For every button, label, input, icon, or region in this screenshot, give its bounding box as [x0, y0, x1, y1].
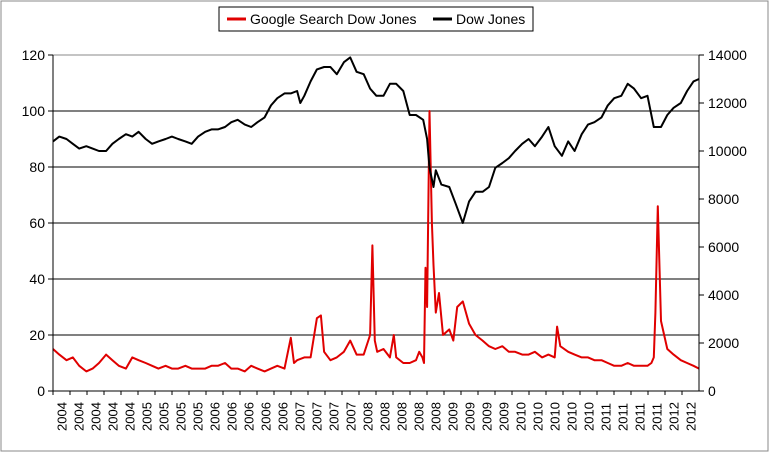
series-layer [52, 56, 700, 373]
left-tick-label: 20 [29, 327, 45, 343]
x-tick-label: 2011 [633, 403, 648, 431]
x-tick-label: 2004 [106, 402, 121, 431]
x-tick-label: 2006 [276, 402, 291, 431]
gridlines [53, 110, 699, 336]
x-tick-label: 2004 [89, 402, 104, 431]
left-tick-label: 100 [22, 103, 46, 119]
x-tick-label: 2010 [531, 402, 546, 431]
legend: Google Search Dow Jones Dow Jones [218, 6, 534, 32]
legend-box [218, 6, 534, 32]
x-tick-label: 2010 [582, 402, 597, 431]
series-line-google-search [52, 110, 700, 373]
legend-label-dow-jones: Dow Jones [456, 11, 525, 27]
legend-label-google-search: Google Search Dow Jones [250, 11, 417, 27]
x-tick-label: 2006 [242, 402, 257, 431]
right-tick-label: 2000 [708, 335, 739, 351]
axes: 0 20 40 60 80 100 120 0 2000 4000 6000 8000 10000 120… [22, 47, 748, 431]
x-tick-label: 2006 [225, 402, 240, 431]
x-tick-label: 2004 [72, 402, 87, 431]
x-tick-label: 2011 [650, 403, 665, 431]
left-tick-label: 40 [29, 271, 45, 287]
x-tick-label: 2005 [191, 402, 206, 431]
right-tick-label: 6000 [708, 239, 739, 255]
left-tick-label: 120 [22, 47, 46, 63]
x-tick-label: 2007 [327, 402, 342, 431]
right-tick-label: 14000 [708, 47, 747, 63]
x-tick-label: 2009 [446, 402, 461, 431]
right-tick-label: 10000 [708, 143, 747, 159]
x-tick-label: 2009 [463, 402, 478, 431]
x-tick-label: 2012 [667, 402, 682, 431]
x-tick-label: 2008 [378, 402, 393, 431]
x-tick-label: 2008 [412, 402, 427, 431]
x-tick-label: 2004 [55, 402, 70, 431]
x-tick-label: 2011 [599, 403, 614, 431]
right-tick-label: 8000 [708, 191, 739, 207]
x-tick-label: 2006 [259, 402, 274, 431]
x-tick-label: 2006 [208, 402, 223, 431]
x-tick-label: 2009 [497, 402, 512, 431]
x-tick-label: 2010 [514, 402, 529, 431]
left-tick-label: 0 [37, 383, 45, 399]
x-tick-label: 2005 [140, 402, 155, 431]
x-tick-label: 2010 [565, 402, 580, 431]
x-tick-label: 2008 [395, 402, 410, 431]
x-tick-label: 2005 [157, 402, 172, 431]
x-tick-label: 2007 [293, 402, 308, 431]
x-tick-label: 2007 [310, 402, 325, 431]
x-tick-label: 2007 [344, 402, 359, 431]
left-tick-label: 60 [29, 215, 45, 231]
x-tick-label: 2011 [616, 403, 631, 431]
series-line-dow-jones [52, 56, 700, 224]
x-tick-label: 2009 [480, 402, 495, 431]
right-tick-label: 4000 [708, 287, 739, 303]
x-tick-label: 2010 [548, 402, 563, 431]
right-tick-label: 12000 [708, 95, 747, 111]
right-tick-label: 0 [708, 383, 716, 399]
left-tick-label: 80 [29, 159, 45, 175]
x-tick-label: 2008 [361, 402, 376, 431]
x-tick-label: 2008 [429, 402, 444, 431]
x-tick-label: 2005 [174, 402, 189, 431]
x-tick-label: 2004 [123, 402, 138, 431]
x-tick-label: 2012 [684, 402, 699, 431]
